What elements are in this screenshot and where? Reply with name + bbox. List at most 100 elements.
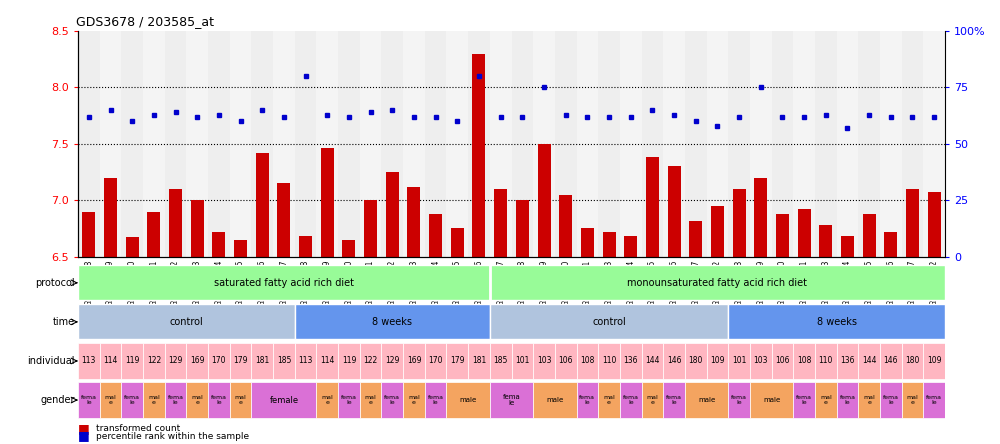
Text: 119: 119: [342, 357, 356, 365]
Bar: [403, 382, 425, 418]
Bar: [169, 189, 182, 257]
Text: 109: 109: [710, 357, 725, 365]
Bar: [555, 31, 577, 257]
Bar: [364, 200, 377, 257]
Bar: [338, 343, 360, 379]
Bar: [451, 228, 464, 257]
Text: protocol: protocol: [35, 278, 75, 288]
Text: fema
le: fema le: [796, 395, 812, 405]
Text: 108: 108: [580, 357, 595, 365]
Text: 113: 113: [82, 357, 96, 365]
Bar: [620, 382, 642, 418]
Text: ■: ■: [78, 422, 90, 435]
Bar: [711, 206, 724, 257]
Bar: [533, 382, 577, 418]
Bar: [538, 144, 551, 257]
Bar: [342, 240, 355, 257]
Bar: [407, 187, 420, 257]
Bar: [381, 31, 403, 257]
Bar: [208, 382, 230, 418]
Text: GDS3678 / 203585_at: GDS3678 / 203585_at: [76, 16, 214, 28]
Text: transformed count: transformed count: [96, 424, 180, 433]
Bar: [381, 343, 403, 379]
Text: mal
e: mal e: [235, 395, 246, 405]
Text: 136: 136: [840, 357, 855, 365]
Text: mal
e: mal e: [820, 395, 832, 405]
Bar: [121, 382, 143, 418]
Bar: [316, 31, 338, 257]
Text: fema
le: fema le: [384, 395, 400, 405]
Text: 114: 114: [103, 357, 118, 365]
Bar: [776, 214, 789, 257]
Text: fema
le: fema le: [168, 395, 184, 405]
Bar: [126, 238, 139, 257]
Text: mal
e: mal e: [148, 395, 160, 405]
Bar: [78, 304, 295, 340]
Text: 122: 122: [363, 357, 378, 365]
Text: 108: 108: [797, 357, 811, 365]
Text: mal
e: mal e: [603, 395, 615, 405]
Bar: [793, 31, 815, 257]
Text: fema
le: fema le: [428, 395, 444, 405]
Text: male: male: [546, 397, 563, 403]
Text: 181: 181: [255, 357, 269, 365]
Text: 136: 136: [623, 357, 638, 365]
Bar: [295, 31, 316, 257]
Bar: [512, 343, 533, 379]
Bar: [880, 343, 902, 379]
Bar: [316, 382, 338, 418]
Bar: [425, 343, 446, 379]
Text: 146: 146: [884, 357, 898, 365]
Bar: [165, 382, 186, 418]
Bar: [733, 189, 746, 257]
Bar: [490, 343, 512, 379]
Bar: [841, 236, 854, 257]
Bar: [581, 228, 594, 257]
Text: male: male: [460, 397, 477, 403]
Bar: [425, 382, 446, 418]
Bar: [902, 343, 923, 379]
Bar: [165, 31, 186, 257]
Bar: [490, 31, 512, 257]
Bar: [598, 31, 620, 257]
Bar: [642, 382, 663, 418]
Text: 109: 109: [927, 357, 941, 365]
Bar: [386, 172, 399, 257]
Text: 170: 170: [212, 357, 226, 365]
Bar: [858, 343, 880, 379]
Bar: [360, 343, 381, 379]
Bar: [815, 31, 837, 257]
Text: 169: 169: [190, 357, 204, 365]
Bar: [728, 382, 750, 418]
Text: 103: 103: [537, 357, 551, 365]
Text: gender: gender: [40, 395, 75, 405]
Text: mal
e: mal e: [191, 395, 203, 405]
Bar: [603, 232, 616, 257]
Bar: [490, 304, 728, 340]
Bar: [273, 31, 295, 257]
Bar: [754, 178, 767, 257]
Bar: [512, 31, 533, 257]
Bar: [685, 343, 707, 379]
Bar: [234, 240, 247, 257]
Bar: [646, 157, 659, 257]
Bar: [923, 382, 945, 418]
Bar: [858, 382, 880, 418]
Bar: [858, 31, 880, 257]
Bar: [728, 304, 945, 340]
Bar: [923, 31, 945, 257]
Bar: [750, 31, 772, 257]
Text: 179: 179: [233, 357, 248, 365]
Text: 169: 169: [407, 357, 421, 365]
Text: 185: 185: [493, 357, 508, 365]
Bar: [559, 194, 572, 257]
Bar: [338, 382, 360, 418]
Text: 106: 106: [775, 357, 790, 365]
Bar: [533, 343, 555, 379]
Bar: [533, 31, 555, 257]
Bar: [728, 31, 750, 257]
Bar: [707, 31, 728, 257]
Bar: [663, 31, 685, 257]
Text: fema
le: fema le: [839, 395, 855, 405]
Bar: [446, 31, 468, 257]
